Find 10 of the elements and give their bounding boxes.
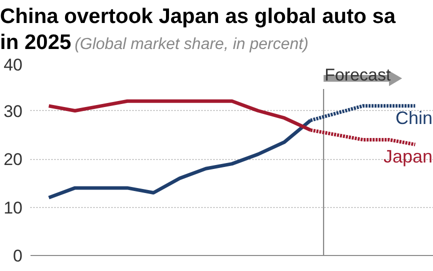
legend-title: (Global market share, in percent) (74, 36, 308, 53)
chart-subtitle: in 2025 (0, 31, 72, 54)
text: Japan (383, 146, 433, 167)
text: Chin (395, 108, 433, 128)
y-tick-label: 30 (4, 102, 23, 121)
chart-title: China overtook Japan as global auto sa (0, 4, 397, 30)
y-tick-label: 10 (4, 198, 23, 218)
y-tick-label: 40 (4, 56, 23, 74)
y-tick-label: 20 (4, 150, 23, 169)
y-tick-label: 0 (13, 246, 23, 266)
